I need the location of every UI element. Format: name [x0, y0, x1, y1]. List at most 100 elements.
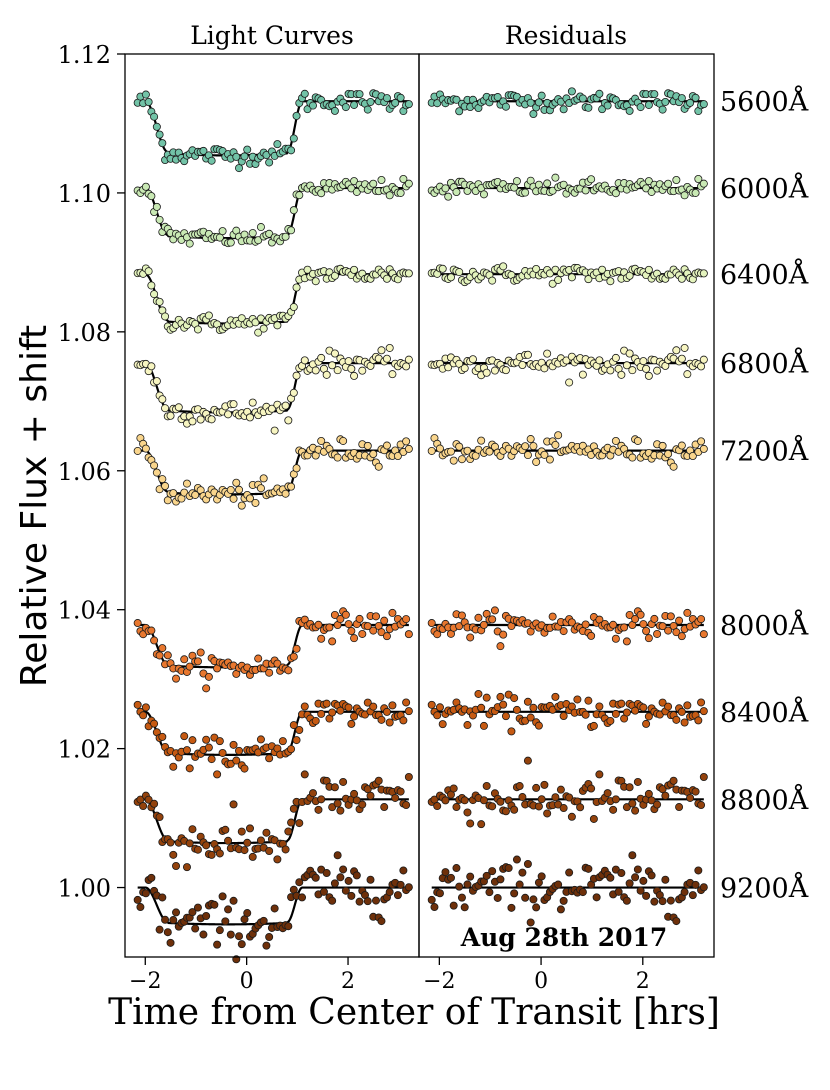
- series-8-lightcurve-point: [262, 828, 271, 837]
- series-6-residual-point: [474, 613, 483, 622]
- series-4-lightcurve-point: [196, 415, 205, 424]
- series-6-residual-point: [653, 629, 662, 638]
- series-6-lightcurve-point: [163, 651, 172, 660]
- series-8-residual-point: [595, 770, 604, 779]
- series-9-lightcurve-point: [298, 893, 307, 902]
- series-8-residual-point: [576, 803, 585, 812]
- series-2-residual-point: [642, 184, 651, 193]
- series-9-residual-point: [672, 917, 681, 926]
- series-8-residual-point: [658, 785, 667, 794]
- series-1-lightcurve-point: [308, 101, 317, 110]
- series-7-lightcurve-point: [347, 719, 356, 728]
- series-9-residual-point: [457, 893, 466, 902]
- series-8-residual-point: [532, 783, 541, 792]
- series-5-lightcurve-point: [287, 482, 296, 491]
- series-9-lightcurve-point: [215, 926, 224, 935]
- series-4-lightcurve-point: [229, 400, 238, 409]
- series-3-residual-point: [598, 265, 607, 274]
- series-1-residual-point: [493, 93, 502, 102]
- series-1-lightcurve-point: [292, 111, 301, 120]
- series-7-residual-point: [611, 709, 620, 718]
- series-8-residual-point: [441, 796, 450, 805]
- series-7-lightcurve-point: [382, 707, 391, 716]
- series-1-residual-point: [691, 93, 700, 102]
- series-7-residual-point: [427, 700, 436, 709]
- series-3-residual-point: [554, 275, 563, 284]
- series-1-lightcurve-point: [232, 152, 241, 161]
- series-6-residual-point: [683, 608, 692, 617]
- series-6-residual-point: [427, 619, 436, 628]
- series-5-residual-point: [521, 442, 530, 451]
- series-7-lightcurve-point: [204, 743, 213, 752]
- series-9-residual-point: [537, 872, 546, 881]
- series-8-residual-point: [488, 802, 497, 811]
- series-5-residual-point: [529, 442, 538, 451]
- series-2-lightcurve-point: [152, 202, 161, 211]
- series-5-residual-point: [688, 451, 697, 460]
- series-7-lightcurve-point: [317, 709, 326, 718]
- series-8-lightcurve-point: [295, 819, 304, 828]
- series-3-residual-point: [548, 279, 557, 288]
- series-6-lightcurve-point: [328, 637, 337, 646]
- series-9-lightcurve-point: [328, 896, 337, 905]
- series-7-lightcurve-point: [311, 716, 320, 725]
- series-8-residual-point: [686, 793, 695, 802]
- series-4-lightcurve-point: [174, 403, 183, 412]
- series-6-residual-point: [639, 620, 648, 629]
- series-2-lightcurve-point: [404, 179, 413, 188]
- series-7-residual-point: [482, 693, 491, 702]
- series-7-residual-point: [477, 703, 486, 712]
- series-8-residual-point: [631, 806, 640, 815]
- series-2-residual-point: [543, 179, 552, 188]
- series-5-lightcurve-point: [251, 498, 260, 507]
- series-8-residual-point: [496, 797, 505, 806]
- series-8-residual-point: [482, 782, 491, 791]
- series-5-lightcurve-point: [237, 501, 246, 510]
- series-6-lightcurve-point: [377, 628, 386, 637]
- series-2-lightcurve-point: [289, 206, 298, 215]
- series-4-lightcurve-point: [207, 415, 216, 424]
- series-9-lightcurve-point: [199, 930, 208, 939]
- series-8-residual-point: [501, 807, 510, 816]
- series-7-residual-point: [617, 699, 626, 708]
- series-9-residual-point: [512, 855, 521, 864]
- series-4-residual-point: [501, 366, 510, 375]
- series-9-residual-point: [452, 864, 461, 873]
- series-9-lightcurve-point: [229, 896, 238, 905]
- series-8-lightcurve-point: [391, 793, 400, 802]
- series-4-residual-point: [565, 378, 574, 387]
- series-5-residual-point: [457, 455, 466, 464]
- series-4-residual-point: [699, 355, 708, 364]
- series-8-lightcurve-point: [284, 827, 293, 836]
- residuals-zero-lines: [431, 100, 704, 889]
- series-1-lightcurve-point: [363, 105, 372, 114]
- series-9-residual-point: [699, 883, 708, 892]
- series-2-lightcurve-point: [141, 182, 150, 191]
- series-7-lightcurve-point: [139, 711, 148, 720]
- series-2-residual-point: [452, 188, 461, 197]
- series-7-lightcurve-point: [218, 748, 227, 757]
- y-tick-label: 1.00: [58, 875, 111, 903]
- series-2-residual-point: [680, 191, 689, 200]
- series-2-lightcurve-point: [396, 188, 405, 197]
- series-4-lightcurve-point: [267, 404, 276, 413]
- series-4-lightcurve-point: [188, 417, 197, 426]
- series-3-residual-point: [438, 264, 447, 273]
- series-8-lightcurve-point: [289, 804, 298, 813]
- series-4-wavelength-label: 6800Å: [720, 347, 809, 380]
- series-6-residual-point: [488, 615, 497, 624]
- series-5-lightcurve-point: [169, 489, 178, 498]
- series-6-residual-point: [581, 620, 590, 629]
- series-4-residual-point: [468, 355, 477, 364]
- series-4-lightcurve-point: [166, 411, 175, 420]
- series-9-residual-point: [430, 903, 439, 912]
- series-4-lightcurve-point: [158, 395, 167, 404]
- series-2-residual-point: [644, 177, 653, 186]
- series-1-residual-point: [661, 97, 670, 106]
- series-9-lightcurve-point: [235, 932, 244, 941]
- series-8-residual-point: [622, 803, 631, 812]
- series-9-residual-point: [666, 896, 675, 905]
- series-7-residual-point: [523, 697, 532, 706]
- series-7-residual-point: [529, 703, 538, 712]
- series-4-lightcurve-point: [333, 366, 342, 375]
